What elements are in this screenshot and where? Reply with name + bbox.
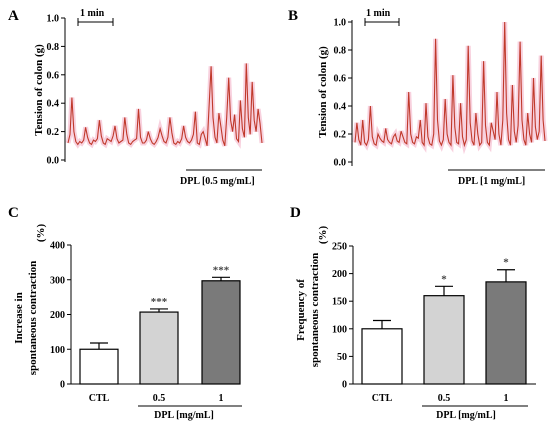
significance-marker: * — [441, 273, 447, 285]
y-tick-label: 0.4 — [334, 102, 347, 113]
panel-c-ylabel-line2: spontaneous contraction — [27, 261, 39, 376]
y-tick-label: 0.6 — [334, 74, 347, 85]
panel-b-scalebar-label: 1 min — [366, 8, 391, 19]
panel-d-ylabel-unit: (%) — [317, 226, 329, 245]
panel-a-trace — [65, 63, 265, 149]
y-tick-label: 250 — [332, 242, 347, 253]
y-tick-label: 200 — [50, 310, 65, 321]
bar-1 — [485, 281, 527, 385]
bar-1 — [201, 280, 241, 385]
panel-d: D Frequency of spontaneous contraction (… — [290, 205, 536, 421]
panel-a-y-ticks: 0.0 0.2 0.4 0.6 0.8 1.0 — [47, 14, 65, 167]
trace-glow-line — [352, 21, 548, 155]
bar-CTL — [361, 328, 403, 385]
y-tick-label: 0.0 — [47, 156, 60, 167]
panel-b: B Tension of colon (g) 0.0 0.2 0.4 0.6 0.8 1.… — [288, 8, 548, 187]
trace-line — [354, 21, 546, 148]
y-tick-label: 0.2 — [334, 130, 347, 141]
x-tick-label: CTL — [89, 393, 110, 404]
y-tick-label: 300 — [50, 275, 65, 286]
panel-a: A Tension of colon (g) 0.0 0.2 0.4 0.6 0.8 1.… — [8, 8, 265, 187]
panel-c-ylabel-line1: Increase in — [13, 292, 25, 343]
panel-d-plot: 0 50 100 150 200 250 CTL 0.5 * 1 * — [332, 242, 536, 407]
y-tick-label: 200 — [332, 269, 347, 280]
y-tick-label: 100 — [332, 324, 347, 335]
y-tick-label: 0.8 — [334, 46, 347, 57]
x-tick-label: 0.5 — [438, 393, 451, 404]
y-tick-label: 150 — [332, 297, 347, 308]
trace-glow-line — [65, 63, 265, 149]
x-tick-label: 0.5 — [153, 393, 166, 404]
panel-a-treatment-label: DPL [0.5 mg/mL] — [180, 176, 255, 187]
trace-line — [67, 63, 263, 146]
panel-b-ylabel: Tension of colon (g) — [317, 46, 329, 138]
panel-b-letter: B — [288, 8, 298, 24]
y-tick-label: 50 — [337, 352, 347, 363]
y-tick-label: 0.4 — [47, 99, 60, 110]
y-tick-label: 1.0 — [334, 18, 347, 29]
panel-d-ylabel-line2: spontaneous contraction — [309, 253, 321, 368]
bar-CTL — [79, 348, 119, 385]
x-tick-label: 1 — [219, 393, 224, 404]
y-tick-label: 400 — [50, 241, 65, 252]
x-tick-label: 1 — [504, 393, 509, 404]
panel-d-letter: D — [290, 205, 301, 221]
y-tick-label: 0.8 — [47, 42, 60, 53]
y-tick-label: 0 — [342, 380, 347, 391]
x-tick-label: CTL — [372, 393, 393, 404]
panel-c-xlabel: DPL [mg/mL] — [154, 410, 214, 421]
panel-d-xlabel: DPL [mg/mL] — [436, 410, 496, 421]
y-tick-label: 0 — [60, 380, 65, 391]
panel-a-ylabel: Tension of colon (g) — [33, 44, 45, 136]
y-tick-label: 100 — [50, 345, 65, 356]
panel-c-plot: 0 100 200 300 400 CTL 0.5 *** 1 *** — [50, 241, 242, 407]
y-tick-label: 0.2 — [47, 127, 60, 138]
significance-marker: * — [503, 257, 509, 269]
panel-b-trace — [352, 21, 548, 155]
panel-b-treatment-label: DPL [1 mg/mL] — [458, 176, 525, 187]
y-tick-label: 0.6 — [47, 70, 60, 81]
panel-d-ylabel-line1: Frequency of — [295, 279, 307, 341]
panel-c-ylabel-unit: (%) — [35, 224, 47, 243]
y-tick-label: 0.0 — [334, 158, 347, 169]
panel-c-letter: C — [8, 205, 19, 221]
panel-a-letter: A — [8, 8, 19, 24]
panel-b-y-ticks: 0.0 0.2 0.4 0.6 0.8 1.0 — [334, 18, 352, 169]
significance-marker: *** — [213, 264, 230, 276]
bar-0.5 — [423, 295, 465, 385]
panel-c: C Increase in spontaneous contraction (%… — [8, 205, 242, 421]
bar-0.5 — [139, 311, 179, 385]
panel-a-scalebar-label: 1 min — [80, 8, 105, 19]
y-tick-label: 1.0 — [47, 14, 60, 25]
significance-marker: *** — [151, 296, 168, 308]
